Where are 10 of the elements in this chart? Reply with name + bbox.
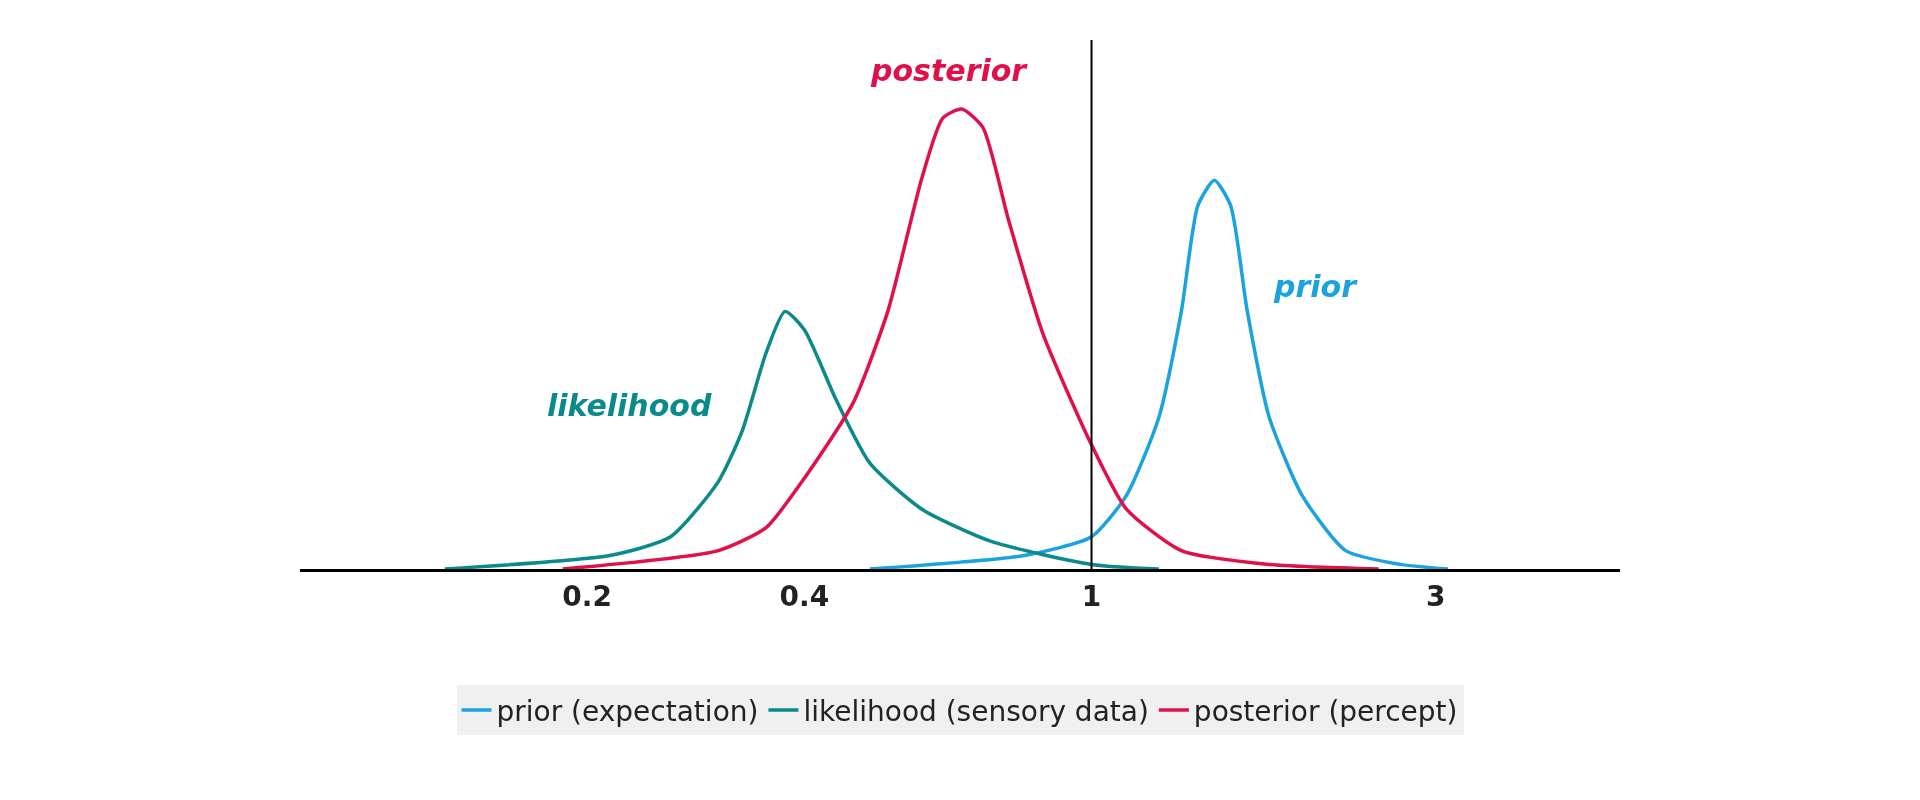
x-tick-label: 1 [1081, 579, 1102, 613]
x-tick-label: 0.2 [562, 579, 612, 613]
legend-label: posterior (percept) [1193, 695, 1458, 728]
legend-label: prior (expectation) [496, 695, 759, 728]
annotation: prior [1273, 269, 1359, 304]
x-tick-label: 3 [1426, 579, 1446, 613]
legend-label: likelihood (sensory data) [803, 695, 1149, 728]
annotation: likelihood [547, 388, 712, 423]
text: posterior [870, 53, 1029, 88]
x-tick-label: 0.4 [779, 579, 830, 613]
